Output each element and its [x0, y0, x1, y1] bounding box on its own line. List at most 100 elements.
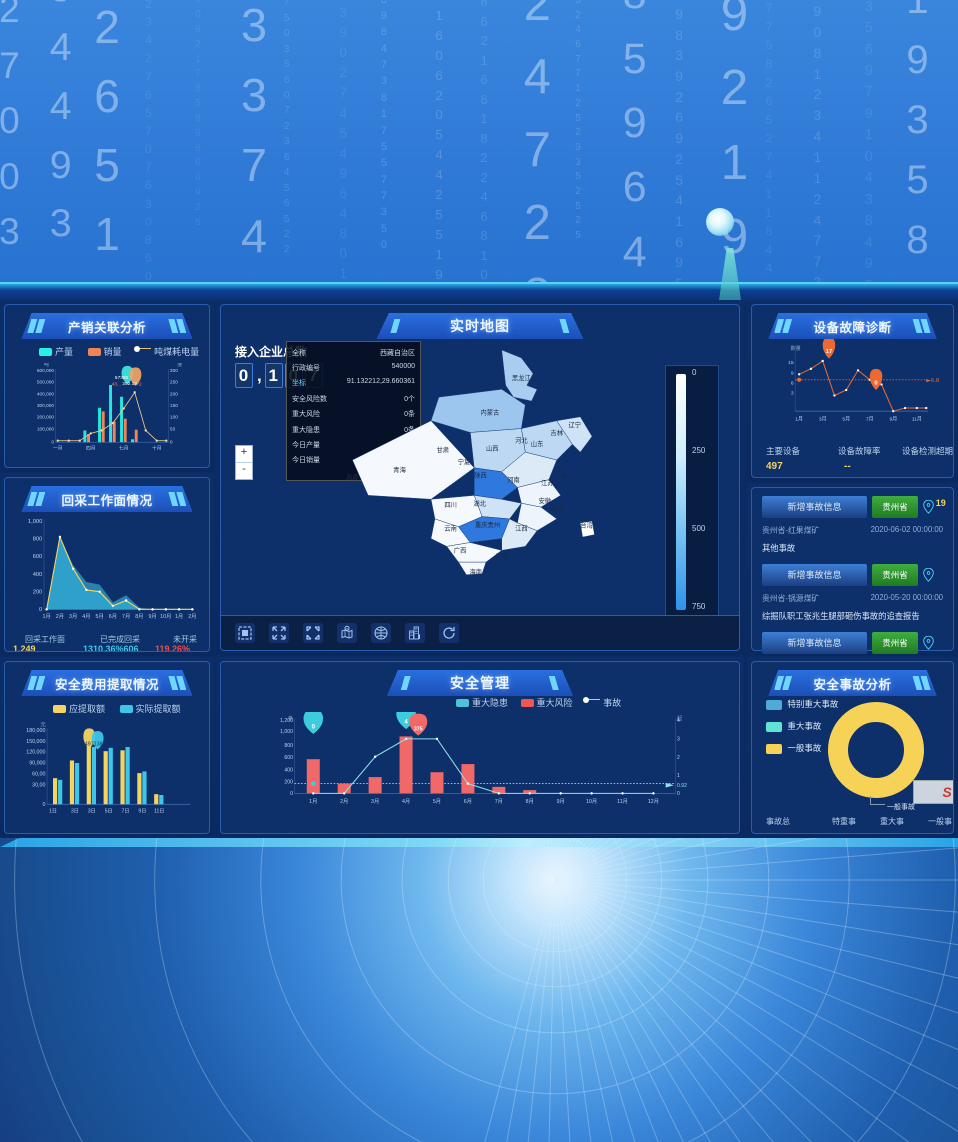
svg-text:吨: 吨	[44, 363, 49, 368]
svg-text:1日: 1日	[49, 809, 57, 815]
svg-text:广西: 广西	[454, 546, 467, 555]
svg-text:一月: 一月	[53, 446, 63, 452]
svg-text:6.8: 6.8	[931, 378, 940, 384]
svg-text:100: 100	[170, 415, 178, 421]
svg-text:11月: 11月	[617, 798, 628, 805]
svg-text:1,000: 1,000	[28, 519, 42, 525]
svg-text:7日: 7日	[122, 809, 130, 815]
svg-text:7月: 7月	[495, 798, 503, 805]
svg-text:800: 800	[33, 536, 43, 542]
svg-text:9月: 9月	[148, 613, 156, 620]
svg-text:400: 400	[284, 767, 293, 773]
svg-text:台湾: 台湾	[580, 521, 593, 530]
svg-text:90,000: 90,000	[29, 761, 45, 767]
svg-text:7月: 7月	[122, 613, 130, 620]
svg-text:600: 600	[284, 755, 293, 761]
svg-text:3: 3	[677, 736, 680, 742]
svg-text:8月: 8月	[526, 798, 534, 805]
svg-text:200: 200	[170, 391, 178, 397]
svg-text:5日: 5日	[105, 809, 113, 815]
svg-text:3月: 3月	[69, 613, 77, 620]
svg-text:十月: 十月	[152, 445, 162, 452]
svg-text:上海: 上海	[554, 470, 567, 479]
svg-text:0: 0	[39, 607, 42, 613]
svg-text:3: 3	[791, 391, 794, 397]
svg-text:山西: 山西	[486, 444, 499, 453]
svg-text:四川: 四川	[444, 501, 457, 509]
svg-text:宁夏: 宁夏	[458, 457, 471, 466]
svg-text:3月: 3月	[819, 417, 827, 423]
svg-text:4月: 4月	[402, 798, 410, 805]
svg-text:度: 度	[177, 363, 182, 368]
svg-text:3日: 3日	[88, 809, 96, 815]
svg-text:5月: 5月	[433, 798, 441, 805]
svg-text:250: 250	[170, 380, 178, 386]
svg-text:400,000: 400,000	[37, 391, 55, 397]
svg-text:12月: 12月	[648, 798, 659, 805]
svg-text:0: 0	[51, 440, 54, 446]
svg-text:155497138: 155497138	[76, 741, 103, 747]
svg-text:数量: 数量	[791, 345, 801, 352]
svg-text:3月: 3月	[371, 798, 379, 805]
svg-text:6月: 6月	[464, 798, 472, 805]
svg-text:11月: 11月	[912, 417, 922, 423]
svg-text:300,000: 300,000	[37, 403, 55, 409]
svg-text:0: 0	[42, 802, 45, 808]
svg-text:山东: 山东	[531, 439, 544, 448]
svg-text:安徽: 安徽	[539, 496, 552, 505]
svg-text:海南: 海南	[470, 567, 483, 576]
svg-text:1月: 1月	[795, 417, 803, 423]
svg-text:1,200: 1,200	[280, 718, 293, 724]
svg-text:5月: 5月	[96, 613, 104, 620]
svg-text:内蒙古: 内蒙古	[481, 407, 500, 416]
svg-text:1月: 1月	[309, 798, 317, 805]
svg-text:200: 200	[284, 780, 293, 786]
svg-text:江苏: 江苏	[541, 478, 554, 487]
svg-text:3日: 3日	[71, 809, 79, 815]
svg-text:河北: 河北	[515, 437, 528, 445]
svg-text:辽宁: 辽宁	[569, 420, 582, 429]
svg-text:17: 17	[826, 349, 833, 355]
svg-text:30,00: 30,00	[32, 783, 45, 789]
svg-text:400: 400	[33, 572, 43, 578]
svg-text:300: 300	[170, 368, 178, 374]
svg-text:2月: 2月	[56, 613, 64, 620]
svg-text:黑龙江: 黑龙江	[512, 373, 532, 382]
svg-text:1月: 1月	[43, 613, 51, 620]
svg-text:青海: 青海	[393, 465, 406, 474]
svg-text:2月: 2月	[188, 613, 196, 620]
svg-text:2月: 2月	[340, 798, 348, 805]
svg-text:西藏: 西藏	[346, 473, 359, 482]
svg-text:9日: 9日	[138, 809, 146, 815]
svg-text:200,000: 200,000	[37, 415, 55, 421]
svg-text:9月: 9月	[557, 798, 565, 805]
svg-text:浙江: 浙江	[550, 504, 563, 513]
svg-text:180,000: 180,000	[26, 728, 45, 734]
svg-text:600,000: 600,000	[37, 368, 55, 374]
svg-text:150,000: 150,000	[26, 739, 45, 745]
svg-text:2: 2	[677, 755, 680, 761]
svg-text:四月: 四月	[86, 446, 96, 452]
svg-text:云南: 云南	[444, 524, 457, 533]
svg-text:广东: 广东	[495, 551, 508, 560]
svg-text:500,000: 500,000	[37, 380, 55, 386]
svg-text:600: 600	[33, 554, 43, 560]
svg-text:375: 375	[414, 727, 423, 733]
svg-text:1月: 1月	[175, 613, 183, 620]
svg-text:800: 800	[284, 743, 293, 749]
svg-text:5月: 5月	[842, 417, 850, 423]
svg-text:9: 9	[791, 370, 794, 376]
svg-text:100,000: 100,000	[37, 426, 55, 432]
svg-text:.72: .72	[135, 382, 142, 388]
svg-text:0.92: 0.92	[677, 783, 687, 789]
svg-text:10月: 10月	[160, 613, 171, 620]
svg-text:7月: 7月	[866, 417, 874, 423]
svg-text:9月: 9月	[889, 417, 897, 423]
svg-text:河南: 河南	[507, 475, 520, 484]
svg-text:10月: 10月	[586, 798, 597, 805]
svg-text:43...: 43...	[112, 382, 121, 388]
svg-text:120,000: 120,000	[26, 750, 45, 756]
svg-text:57386: 57386	[115, 375, 129, 381]
svg-text:甘肃: 甘肃	[437, 445, 450, 454]
svg-text:吉林: 吉林	[550, 428, 563, 437]
